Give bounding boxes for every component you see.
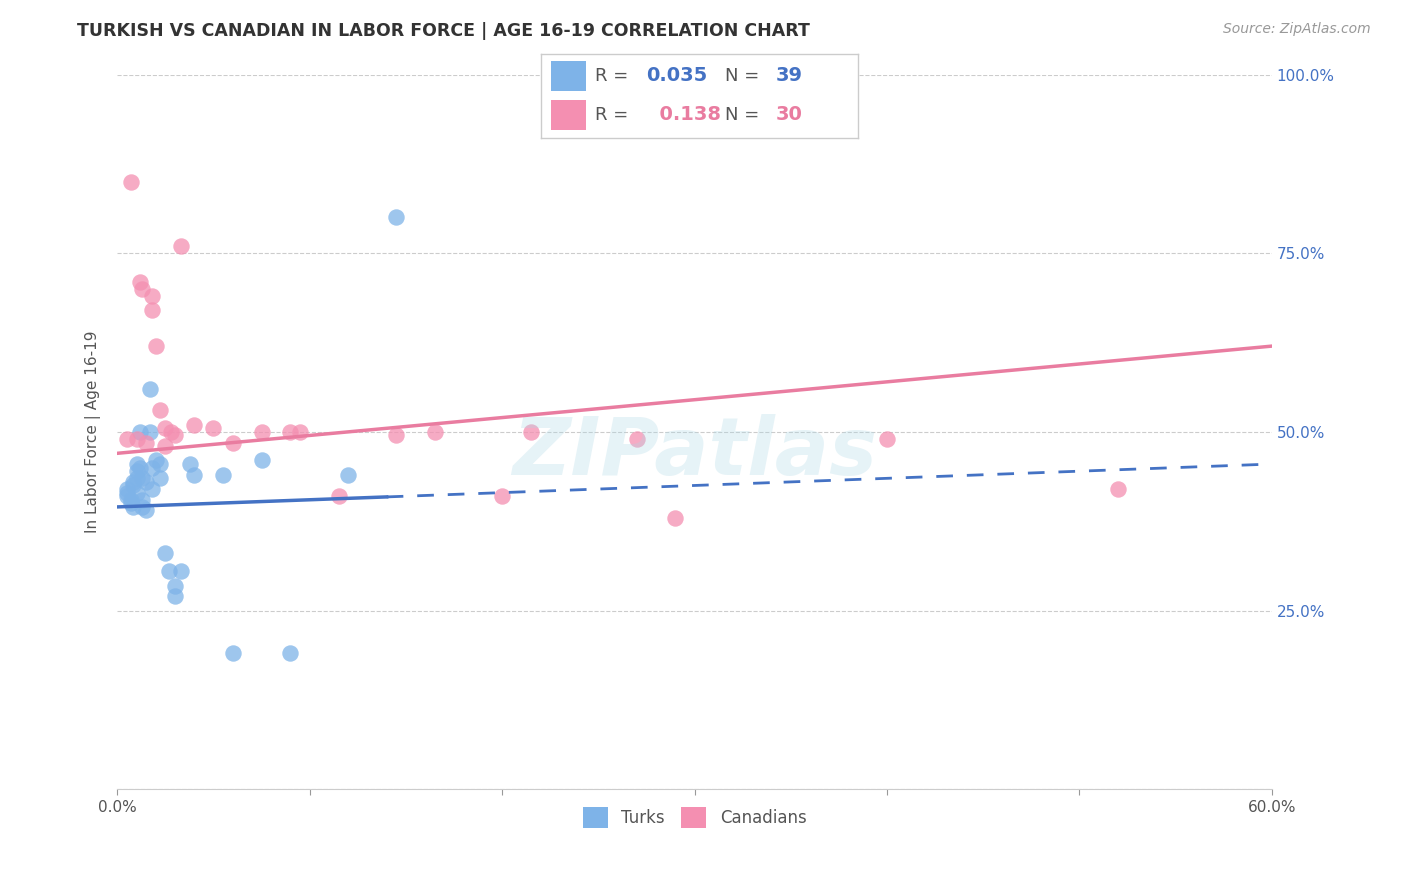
Point xyxy=(120,175,142,189)
Point xyxy=(129,460,152,475)
Point xyxy=(337,467,360,482)
Point xyxy=(131,492,153,507)
Y-axis label: In Labor Force | Age 16-19: In Labor Force | Age 16-19 xyxy=(86,331,101,533)
Point xyxy=(423,425,446,439)
Point xyxy=(141,303,163,318)
Point xyxy=(163,428,186,442)
Point xyxy=(125,432,148,446)
Point xyxy=(149,457,172,471)
Point xyxy=(125,457,148,471)
Point xyxy=(125,464,148,478)
FancyBboxPatch shape xyxy=(551,62,586,91)
Point xyxy=(155,546,177,560)
Point xyxy=(491,489,513,503)
Point xyxy=(170,564,193,578)
Text: Source: ZipAtlas.com: Source: ZipAtlas.com xyxy=(1223,22,1371,37)
Point xyxy=(121,500,143,514)
Point xyxy=(149,403,172,417)
Point xyxy=(141,460,163,475)
Point xyxy=(288,425,311,439)
Text: 39: 39 xyxy=(776,66,803,85)
Point xyxy=(179,457,201,471)
Point xyxy=(129,425,152,439)
Point xyxy=(129,275,152,289)
Text: N =: N = xyxy=(725,105,765,123)
Point xyxy=(141,482,163,496)
Point xyxy=(131,500,153,514)
Point xyxy=(135,435,157,450)
Point xyxy=(139,425,162,439)
Text: R =: R = xyxy=(595,105,634,123)
Text: N =: N = xyxy=(725,67,765,85)
Point xyxy=(280,425,302,439)
Point xyxy=(202,421,225,435)
Point xyxy=(170,239,193,253)
Point xyxy=(131,282,153,296)
Point xyxy=(141,289,163,303)
Text: R =: R = xyxy=(595,67,634,85)
Point xyxy=(155,439,177,453)
Point xyxy=(280,647,302,661)
Point xyxy=(385,428,408,442)
Point xyxy=(115,485,138,500)
Point xyxy=(250,425,273,439)
Point xyxy=(149,471,172,485)
Text: 0.138: 0.138 xyxy=(645,105,721,124)
Point xyxy=(115,482,138,496)
Point xyxy=(145,339,167,353)
Point xyxy=(222,647,245,661)
Point xyxy=(212,467,235,482)
Text: 30: 30 xyxy=(776,105,803,124)
Point xyxy=(163,589,186,603)
Point xyxy=(121,478,143,492)
FancyBboxPatch shape xyxy=(551,100,586,130)
Point xyxy=(163,578,186,592)
Point xyxy=(125,485,148,500)
Point xyxy=(1107,482,1129,496)
Point xyxy=(135,475,157,489)
Point xyxy=(183,467,205,482)
Point xyxy=(664,510,686,524)
Point xyxy=(328,489,350,503)
Point xyxy=(183,417,205,432)
Point xyxy=(135,503,157,517)
Point xyxy=(145,453,167,467)
Point xyxy=(626,432,648,446)
Point xyxy=(115,432,138,446)
Point xyxy=(520,425,543,439)
Point xyxy=(115,489,138,503)
Text: ZIPatlas: ZIPatlas xyxy=(512,414,877,492)
Point xyxy=(876,432,898,446)
Point xyxy=(120,492,142,507)
Point xyxy=(250,453,273,467)
Point xyxy=(160,425,183,439)
Point xyxy=(385,211,408,225)
Point xyxy=(139,382,162,396)
Point xyxy=(222,435,245,450)
Text: TURKISH VS CANADIAN IN LABOR FORCE | AGE 16-19 CORRELATION CHART: TURKISH VS CANADIAN IN LABOR FORCE | AGE… xyxy=(77,22,810,40)
Legend: Turks, Canadians: Turks, Canadians xyxy=(576,801,813,835)
Point xyxy=(155,421,177,435)
Point xyxy=(120,496,142,510)
Point xyxy=(131,471,153,485)
Point xyxy=(121,475,143,489)
Point xyxy=(157,564,180,578)
Point xyxy=(125,471,148,485)
Text: 0.035: 0.035 xyxy=(645,66,707,85)
